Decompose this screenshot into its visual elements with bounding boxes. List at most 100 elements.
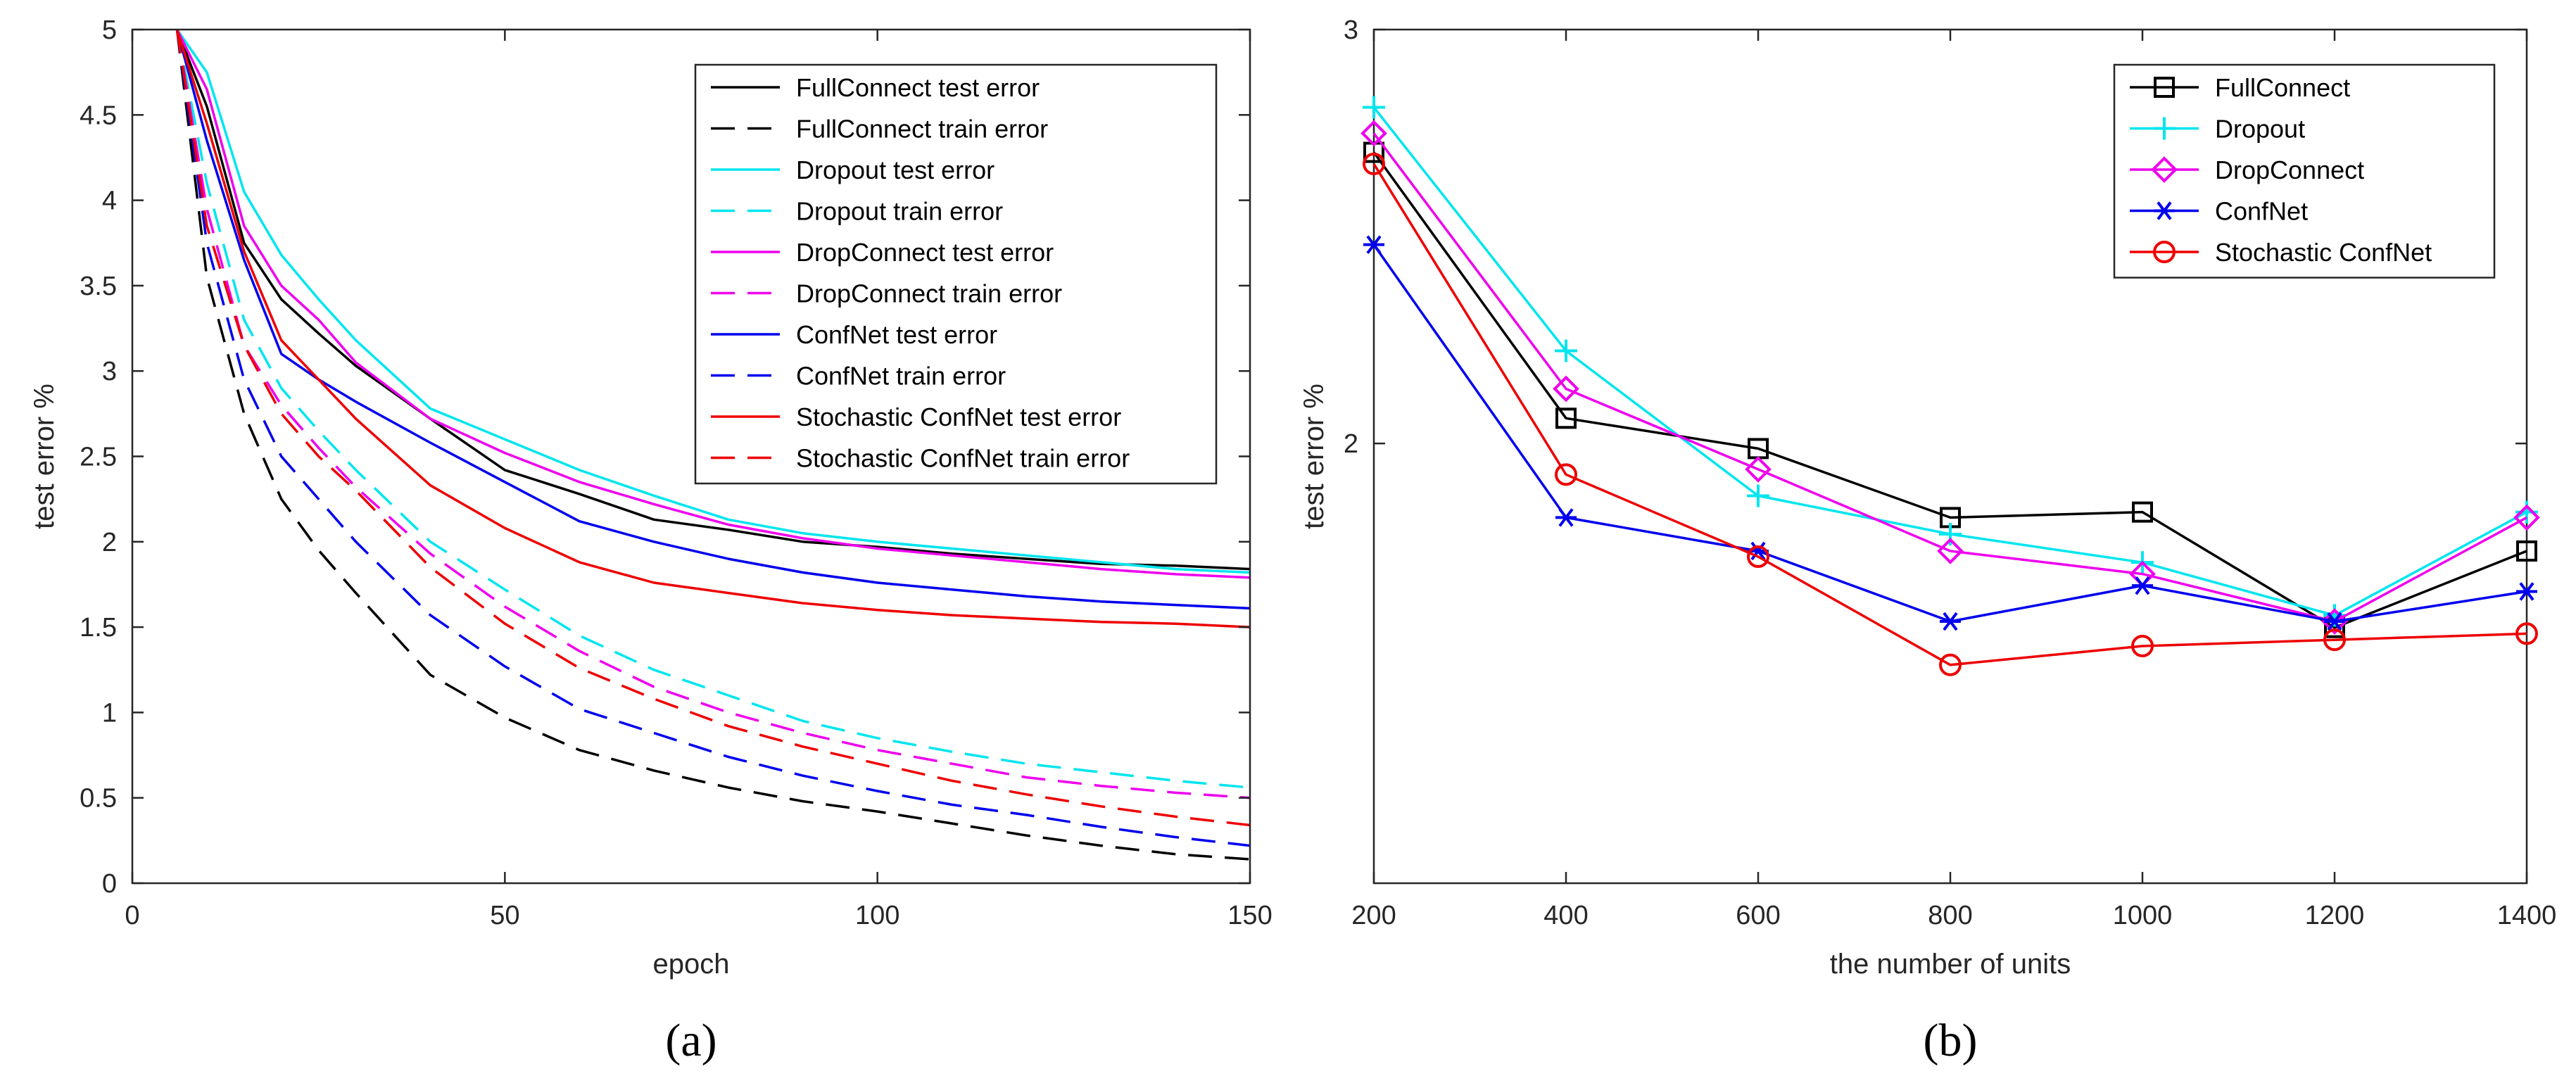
xtick-label-a-2: 100 (855, 901, 899, 930)
point-b-2-0-shape (1360, 120, 1387, 147)
point-b-2-5-shape (2321, 608, 2348, 635)
legend-b-label-4: Stochastic ConfNet (2215, 238, 2432, 267)
point-b-0-1-shape (1555, 407, 1577, 429)
xtick-label-b-1: 400 (1543, 901, 1588, 930)
point-b-3-3 (1940, 612, 1961, 631)
point-b-1-2 (1747, 484, 1769, 507)
point-b-0-4-shape (2132, 501, 2153, 523)
series-line-b-3 (1372, 243, 2527, 623)
point-b-4-4-shape (2131, 634, 2154, 657)
ytick-label-a-5: 2.5 (80, 443, 117, 472)
point-b-3-1 (1555, 508, 1577, 527)
point-b-4-1 (1555, 463, 1577, 486)
ytick-label-a-4: 2 (102, 528, 117, 557)
point-b-4-0 (1363, 152, 1385, 175)
point-b-3-4-d2 (2135, 576, 2150, 595)
series-line-a-6 (175, 30, 1250, 610)
point-b-4-2 (1747, 545, 1769, 569)
series-line-b-4 (1372, 163, 2527, 666)
legend-a-label-8: Stochastic ConfNet test error (796, 403, 1121, 431)
point-b-1-1 (1555, 339, 1577, 362)
y-axis-label-a: test error % (29, 384, 60, 529)
xtick-label-a-3: 150 (1227, 901, 1272, 930)
point-b-4-1-shape (1555, 463, 1577, 486)
ytick-label-b-0: 2 (1344, 429, 1358, 459)
point-b-4-3-shape (1939, 653, 1962, 676)
xtick-label-a-0: 0 (125, 901, 139, 930)
point-b-2-3 (1937, 538, 1964, 564)
legend-a-label-6: ConfNet test error (796, 320, 997, 349)
point-b-4-6 (2515, 622, 2538, 645)
legend-a-label-2: Dropout test error (796, 156, 995, 184)
legend-a: FullConnect test error FullConnect train … (694, 63, 1218, 485)
point-b-0-6 (2516, 540, 2537, 562)
point-b-3-1-d2 (1558, 508, 1574, 527)
legend-a-label-0: FullConnect test error (796, 73, 1040, 102)
legend-b-marker-3 (2154, 201, 2175, 220)
point-b-2-5 (2321, 608, 2348, 635)
point-b-4-2-shape (1747, 545, 1769, 569)
chart-panel-b: 2 3 200 400 600 800 1000 1200 1400 the number of … (1299, 15, 2556, 1066)
point-b-2-2-shape (1745, 456, 1772, 483)
point-b-3-5 (2324, 612, 2345, 631)
panel-a-series-group (175, 30, 1250, 861)
ytick-label-a-2: 1 (102, 698, 117, 728)
x-axis-label-a: epoch (653, 949, 730, 980)
ytick-label-a-3: 1.5 (80, 613, 117, 643)
legend-a-label-4: DropConnect test error (796, 238, 1054, 267)
ytick-label-a-10: 5 (102, 15, 117, 45)
legend-b: FullConnect Dropout DropConnect ConfNet Stoc… (2113, 63, 2496, 279)
ytick-label-b-1: 3 (1344, 15, 1358, 45)
point-b-4-3 (1939, 653, 1962, 676)
point-b-0-4 (2132, 501, 2153, 523)
point-b-4-5 (2323, 628, 2346, 652)
legend-b-box (2113, 63, 2496, 279)
ytick-label-a-8: 4 (102, 186, 117, 216)
legend-b-label-0: FullConnect (2215, 73, 2350, 102)
legend-a-label-3: Dropout train error (796, 197, 1003, 226)
series-line-a-5 (175, 30, 1250, 799)
point-b-2-1-shape (1553, 375, 1579, 403)
xtick-label-b-3: 800 (1928, 901, 1972, 930)
point-b-2-6-shape (2513, 504, 2540, 531)
legend-b-marker-4-shape (2153, 241, 2176, 263)
caption-b: (b) (1924, 1015, 1978, 1066)
ytick-label-a-9: 4.5 (80, 101, 117, 130)
series-line-a-0 (175, 30, 1250, 571)
y-axis-label-b: test error % (1299, 384, 1330, 529)
series-line-a-3 (175, 30, 1250, 789)
point-b-2-1 (1553, 375, 1579, 403)
point-b-2-0 (1360, 120, 1387, 147)
legend-b-label-2: DropConnect (2215, 156, 2364, 184)
legend-b-marker-0 (2154, 77, 2175, 98)
legend-b-marker-2 (2151, 156, 2178, 183)
point-b-4-4 (2131, 634, 2154, 657)
legend-b-marker-3-d2 (2157, 201, 2172, 220)
point-b-3-6 (2516, 582, 2537, 601)
point-b-4-0-shape (1363, 152, 1385, 175)
x-axis-label-b: the number of units (1830, 949, 2071, 980)
xtick-label-b-0: 200 (1351, 901, 1396, 930)
point-b-4-5-shape (2323, 628, 2346, 652)
legend-b-marker-2-shape (2151, 156, 2178, 183)
caption-a: (a) (665, 1015, 716, 1066)
series-line-b-0 (1372, 151, 2527, 629)
xtick-label-b-5: 1200 (2305, 901, 2365, 930)
xtick-label-b-2: 600 (1736, 901, 1780, 930)
point-b-2-3-shape (1937, 538, 1964, 564)
point-b-3-0-d2 (1366, 235, 1382, 254)
point-b-3-0 (1363, 235, 1384, 254)
ytick-label-a-1: 0.5 (80, 784, 117, 814)
point-b-2-2 (1745, 456, 1772, 483)
series-line-a-8 (175, 30, 1250, 628)
legend-a-label-5: DropConnect train error (796, 279, 1062, 308)
point-b-3-6-d2 (2519, 582, 2534, 601)
series-line-a-1 (175, 30, 1250, 861)
legend-b-marker-1 (2153, 117, 2176, 140)
legend-a-label-7: ConfNet train error (796, 362, 1006, 391)
point-b-0-1 (1555, 407, 1577, 429)
legend-b-label-3: ConfNet (2215, 197, 2308, 226)
xtick-label-a-1: 50 (490, 901, 519, 930)
point-b-3-3-d2 (1943, 612, 1958, 631)
